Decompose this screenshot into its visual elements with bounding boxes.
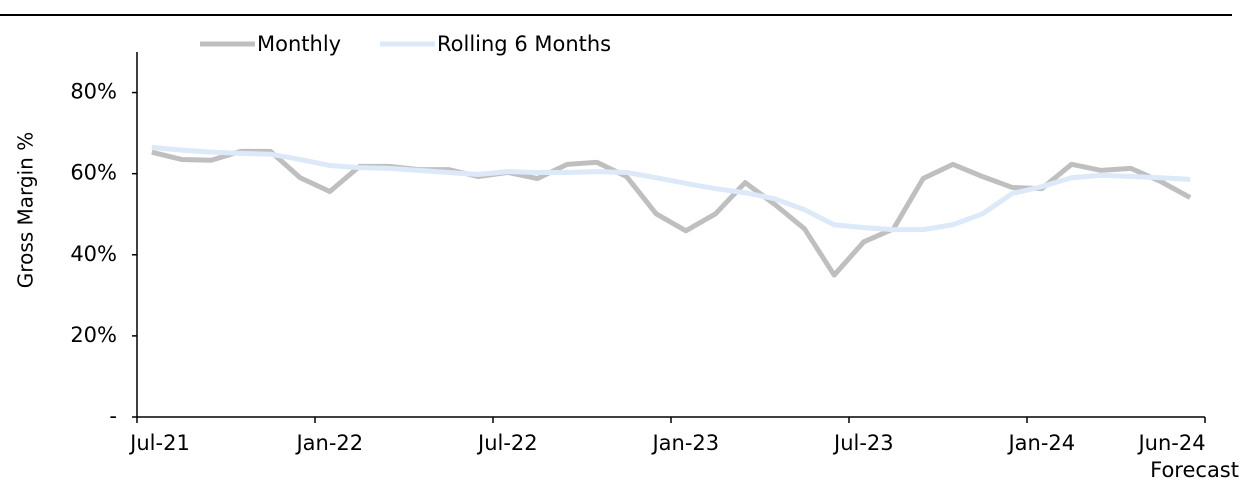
y-axis-label: Gross Margin % — [14, 132, 38, 288]
legend-label: Rolling 6 Months — [437, 32, 611, 56]
series-line — [151, 144, 1191, 233]
x-tick-label: Jan-23 — [650, 431, 719, 455]
x-tick-label: Jan-22 — [294, 431, 363, 455]
y-tick-label: 40% — [70, 242, 117, 266]
x-tick-label: Jul-21 — [128, 431, 190, 455]
y-tick-label: - — [109, 404, 117, 428]
y-tick-label: 20% — [70, 323, 117, 347]
series-line — [151, 148, 1192, 278]
x-tick-label: Jun-24 — [1136, 431, 1205, 455]
x-tick-label: Jul-22 — [476, 431, 538, 455]
x-tick-label: Jul-23 — [832, 431, 894, 455]
x-tick-label: Jan-24 — [1006, 431, 1075, 455]
legend-label: Monthly — [257, 32, 341, 56]
y-tick-label: 80% — [70, 80, 117, 104]
y-tick-label: 60% — [70, 161, 117, 185]
annotation: Forecast — [1150, 458, 1239, 482]
